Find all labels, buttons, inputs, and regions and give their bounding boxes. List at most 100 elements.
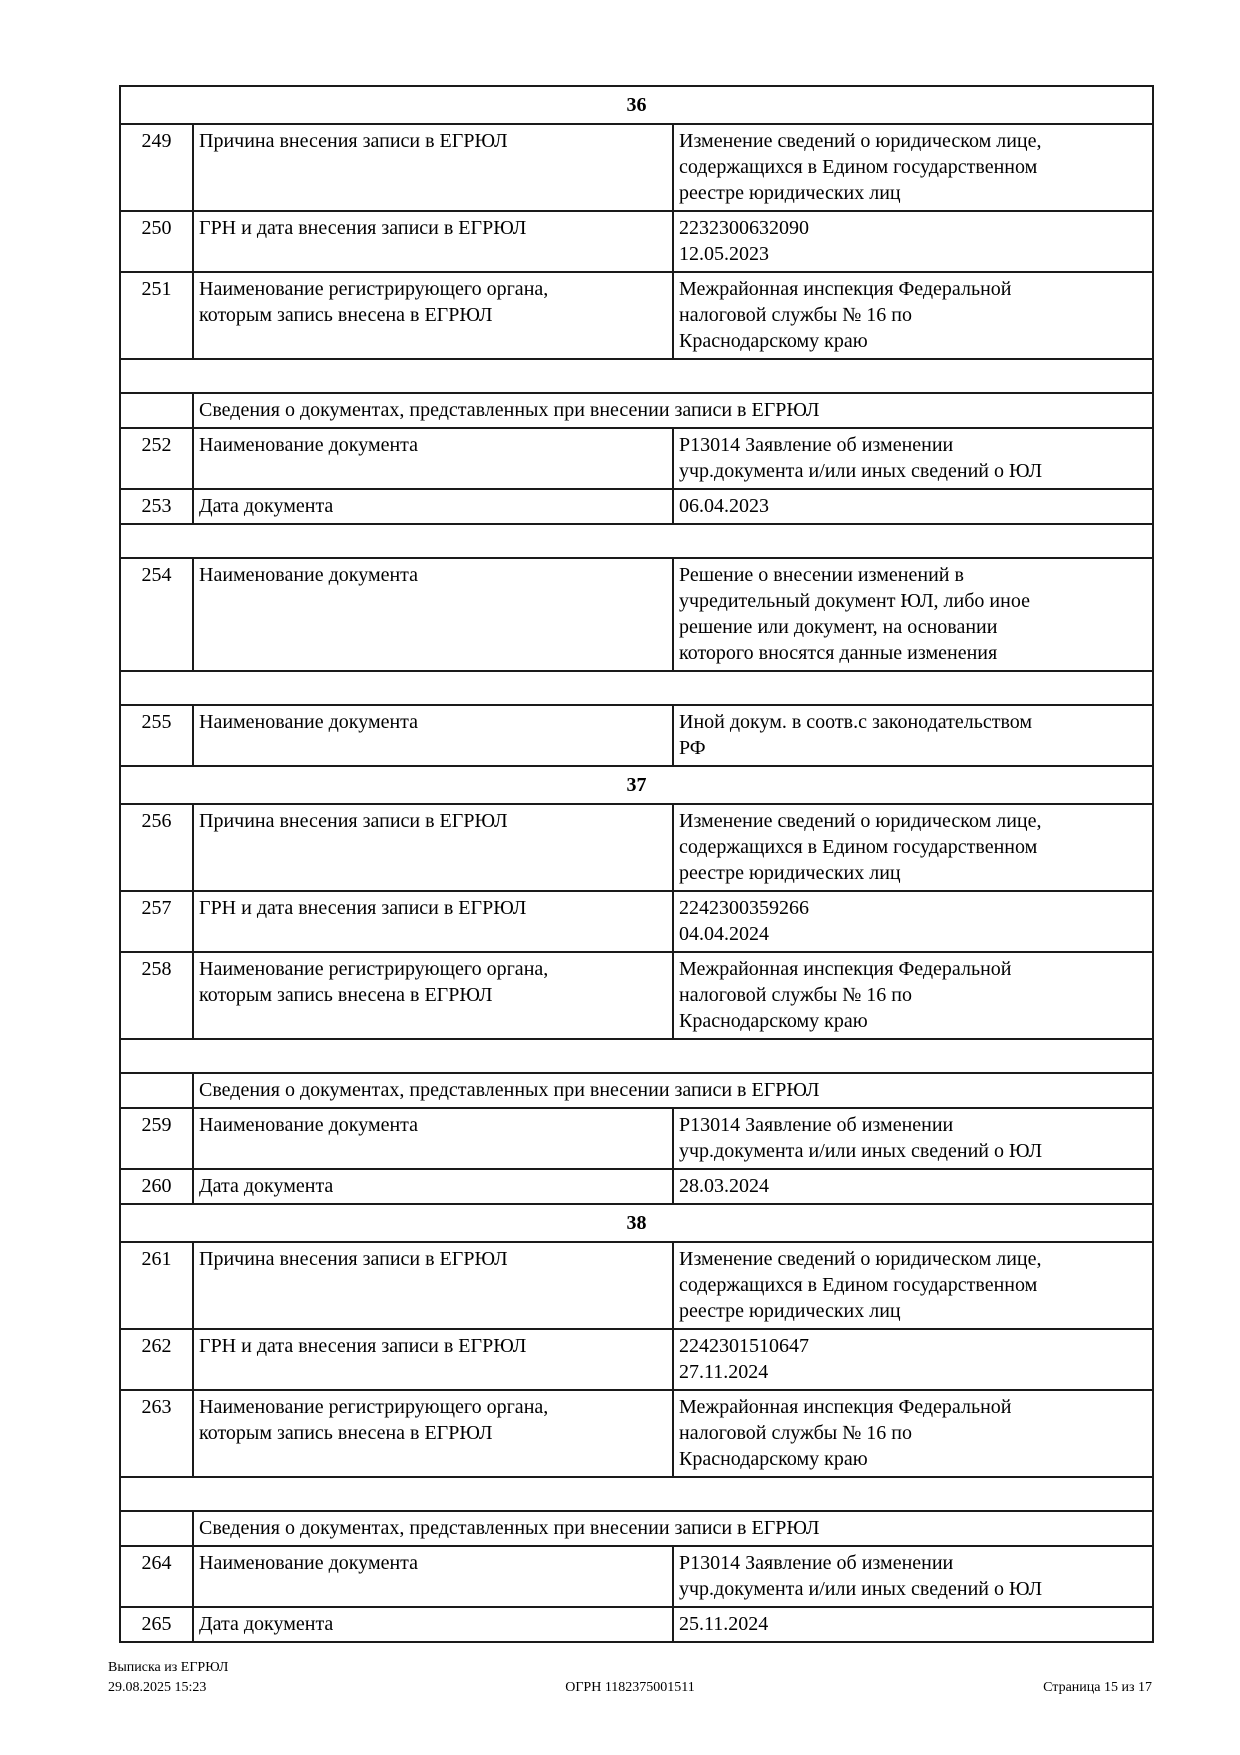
section-number: 36 — [118, 85, 1155, 125]
attribute-value: Р13014 Заявление об изменении учр.докуме… — [671, 1545, 1155, 1608]
attribute-label: Дата документа — [192, 488, 674, 525]
row-number: 259 — [119, 1107, 194, 1170]
spacer-row — [118, 358, 1155, 394]
table-row: 251 Наименование регистрирующего органа, … — [119, 271, 1155, 360]
attribute-label: ГРН и дата внесения записи в ЕГРЮЛ — [192, 1328, 674, 1391]
row-number: 250 — [119, 210, 194, 273]
table-row: 258 Наименование регистрирующего органа, … — [119, 951, 1155, 1040]
table-row: 260 Дата документа 28.03.2024 — [119, 1168, 1155, 1205]
attribute-value: 2242301510647 27.11.2024 — [671, 1328, 1155, 1391]
attribute-label: ГРН и дата внесения записи в ЕГРЮЛ — [192, 890, 674, 953]
table-row: 249 Причина внесения записи в ЕГРЮЛ Измене… — [119, 123, 1155, 212]
section-row: 37 — [118, 765, 1155, 805]
row-number: 265 — [119, 1606, 194, 1643]
attribute-label: Наименование документа — [192, 557, 674, 672]
table-row: 263 Наименование регистрирующего органа, … — [119, 1389, 1155, 1478]
attribute-value: 25.11.2024 — [671, 1606, 1155, 1643]
row-number: 258 — [119, 951, 194, 1040]
attribute-value: Изменение сведений о юридическом лице, с… — [671, 803, 1155, 892]
row-number: 260 — [119, 1168, 194, 1205]
table-row: 250 ГРН и дата внесения записи в ЕГРЮЛ 223… — [119, 210, 1155, 273]
table-row: 262 ГРН и дата внесения записи в ЕГРЮЛ 224… — [119, 1328, 1155, 1391]
table-row: 259 Наименование документа Р13014 Заявлени… — [119, 1107, 1155, 1170]
row-number-empty — [119, 1072, 194, 1109]
table-row: 253 Дата документа 06.04.2023 — [119, 488, 1155, 525]
footer-ogrn: ОГРН 1182375001511 — [565, 1680, 695, 1695]
attribute-label: Причина внесения записи в ЕГРЮЛ — [192, 1241, 674, 1330]
attribute-value: Межрайонная инспекция Федеральной налого… — [671, 271, 1155, 360]
row-number: 252 — [119, 427, 194, 490]
attribute-value: Р13014 Заявление об изменении учр.докуме… — [671, 1107, 1155, 1170]
docs-header-row: Сведения о документах, представленных пр… — [119, 1072, 1155, 1109]
attribute-value: Межрайонная инспекция Федеральной налого… — [671, 1389, 1155, 1478]
attribute-label: Наименование документа — [192, 1545, 674, 1608]
table-row: 256 Причина внесения записи в ЕГРЮЛ Измене… — [119, 803, 1155, 892]
attribute-label: Наименование регистрирующего органа, кот… — [192, 1389, 674, 1478]
table-row: 252 Наименование документа Р13014 Заявлени… — [119, 427, 1155, 490]
attribute-label: Дата документа — [192, 1168, 674, 1205]
row-number: 253 — [119, 488, 194, 525]
docs-header-row: Сведения о документах, представленных пр… — [119, 392, 1155, 429]
row-number-empty — [119, 392, 194, 429]
table-row: 261 Причина внесения записи в ЕГРЮЛ Измене… — [119, 1241, 1155, 1330]
spacer-cell — [118, 1038, 1155, 1074]
docs-section-title: Сведения о документах, представленных пр… — [191, 1072, 1155, 1109]
attribute-label: Наименование документа — [192, 427, 674, 490]
row-number: 263 — [119, 1389, 194, 1478]
spacer-cell — [118, 670, 1155, 706]
section-row: 38 — [118, 1203, 1155, 1243]
table-row: 254 Наименование документа Решение о внесе… — [119, 557, 1155, 672]
table-row: 265 Дата документа 25.11.2024 — [119, 1606, 1155, 1643]
spacer-row — [118, 523, 1155, 559]
egrul-extract-body: 36 249 Причина внесения записи в ЕГРЮЛ Изме… — [118, 85, 1155, 1643]
attribute-value: Решение о внесении изменений в учредител… — [671, 557, 1155, 672]
attribute-value: Иной докум. в соотв.с законодательством … — [671, 704, 1155, 767]
attribute-value: Р13014 Заявление об изменении учр.докуме… — [671, 427, 1155, 490]
table-row: 255 Наименование документа Иной докум. в с… — [119, 704, 1155, 767]
row-number-empty — [119, 1510, 194, 1547]
attribute-value: Изменение сведений о юридическом лице, с… — [671, 1241, 1155, 1330]
attribute-label: Наименование документа — [192, 704, 674, 767]
row-number: 256 — [119, 803, 194, 892]
spacer-row — [118, 1038, 1155, 1074]
row-number: 261 — [119, 1241, 194, 1330]
attribute-value: Межрайонная инспекция Федеральной налого… — [671, 951, 1155, 1040]
section-number: 37 — [118, 765, 1155, 805]
section-number: 38 — [118, 1203, 1155, 1243]
row-number: 254 — [119, 557, 194, 672]
row-number: 262 — [119, 1328, 194, 1391]
attribute-value: 2232300632090 12.05.2023 — [671, 210, 1155, 273]
footer-datetime: 29.08.2025 15:23 — [108, 1680, 207, 1695]
docs-section-title: Сведения о документах, представленных пр… — [191, 392, 1155, 429]
spacer-row — [118, 1476, 1155, 1512]
row-number: 255 — [119, 704, 194, 767]
spacer-cell — [118, 358, 1155, 394]
attribute-label: ГРН и дата внесения записи в ЕГРЮЛ — [192, 210, 674, 273]
docs-header-row: Сведения о документах, представленных пр… — [119, 1510, 1155, 1547]
section-row: 36 — [118, 85, 1155, 125]
attribute-label: Наименование регистрирующего органа, кот… — [192, 951, 674, 1040]
attribute-label: Наименование документа — [192, 1107, 674, 1170]
docs-section-title: Сведения о документах, представленных пр… — [191, 1510, 1155, 1547]
spacer-cell — [118, 1476, 1155, 1512]
table-row: 257 ГРН и дата внесения записи в ЕГРЮЛ 224… — [119, 890, 1155, 953]
attribute-value: 06.04.2023 — [671, 488, 1155, 525]
attribute-label: Дата документа — [192, 1606, 674, 1643]
spacer-cell — [118, 523, 1155, 559]
attribute-value: Изменение сведений о юридическом лице, с… — [671, 123, 1155, 212]
attribute-label: Наименование регистрирующего органа, кот… — [192, 271, 674, 360]
footer-doc-title: Выписка из ЕГРЮЛ — [108, 1660, 229, 1675]
row-number: 257 — [119, 890, 194, 953]
row-number: 251 — [119, 271, 194, 360]
spacer-row — [118, 670, 1155, 706]
attribute-value: 28.03.2024 — [671, 1168, 1155, 1205]
egrul-extract-table: 36 249 Причина внесения записи в ЕГРЮЛ Изме… — [118, 85, 1155, 1643]
row-number: 264 — [119, 1545, 194, 1608]
attribute-value: 2242300359266 04.04.2024 — [671, 890, 1155, 953]
attribute-label: Причина внесения записи в ЕГРЮЛ — [192, 123, 674, 212]
footer-page-number: Страница 15 из 17 — [1043, 1680, 1152, 1695]
footer-left-block: Выписка из ЕГРЮЛ 29.08.2025 15:23 — [108, 1658, 228, 1698]
row-number: 249 — [119, 123, 194, 212]
table-row: 264 Наименование документа Р13014 Заявлени… — [119, 1545, 1155, 1608]
